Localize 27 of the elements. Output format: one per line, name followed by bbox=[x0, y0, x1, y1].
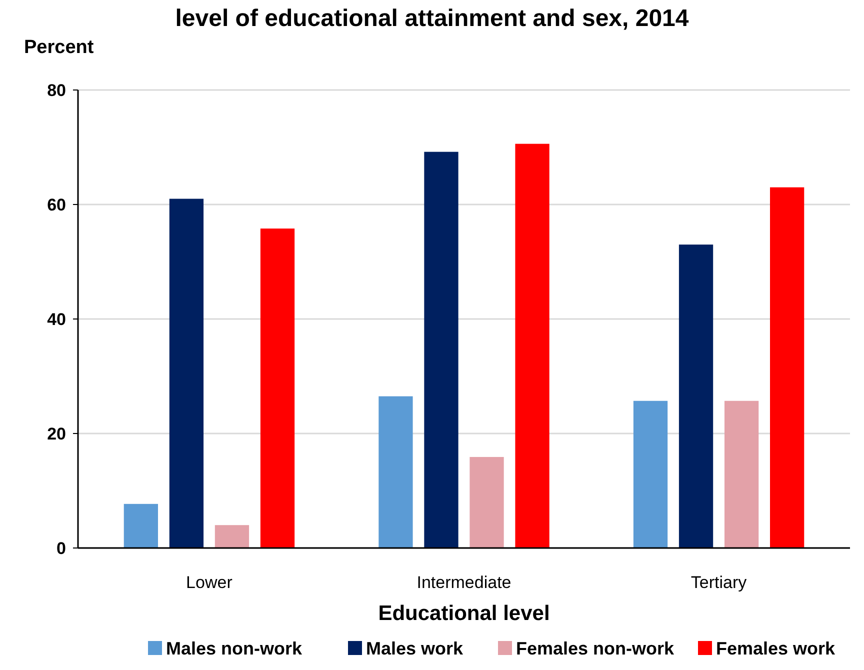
legend-label: Males non-work bbox=[166, 638, 304, 658]
bar bbox=[470, 456, 504, 548]
legend-label: Males work bbox=[366, 638, 464, 658]
y-axis-title: Percent bbox=[24, 37, 94, 58]
y-tick-label: 60 bbox=[47, 195, 66, 214]
bar bbox=[214, 525, 250, 548]
bar bbox=[378, 396, 413, 548]
x-tick-label: Lower bbox=[186, 573, 233, 592]
y-tick-label: 0 bbox=[56, 538, 66, 558]
bar bbox=[724, 400, 759, 548]
bar bbox=[770, 187, 804, 548]
x-tick-label: Tertiary bbox=[690, 573, 748, 592]
chart-title: level of educational attainment and sex, 2014 bbox=[175, 5, 690, 32]
x-tick-label: Intermediate bbox=[416, 573, 512, 592]
legend-label: Females work bbox=[716, 638, 836, 658]
bar bbox=[169, 198, 204, 548]
bar bbox=[633, 400, 668, 548]
y-tick-label: 80 bbox=[47, 80, 66, 100]
bar bbox=[260, 228, 295, 548]
bar bbox=[124, 504, 158, 548]
bar bbox=[515, 144, 550, 548]
y-tick-label: 20 bbox=[47, 424, 66, 444]
legend-label: Females non-work bbox=[516, 638, 676, 658]
x-axis-title: Educational level bbox=[378, 602, 550, 625]
bar bbox=[678, 244, 714, 548]
y-tick-label: 40 bbox=[47, 310, 66, 329]
bar bbox=[424, 152, 458, 548]
